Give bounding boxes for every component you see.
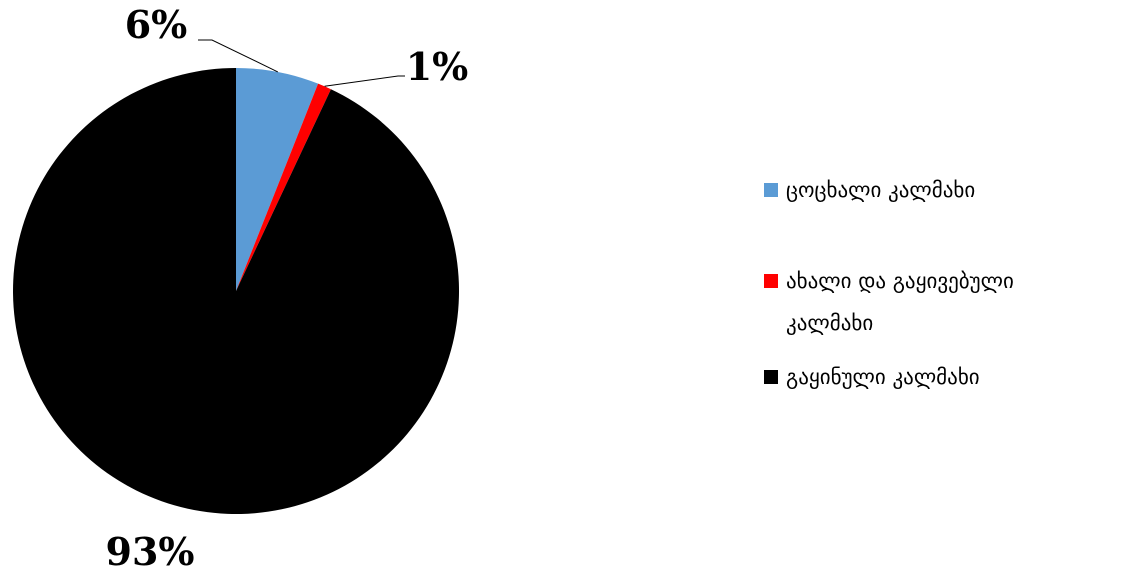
leader-line-2 [324,75,405,87]
pie-slices [13,68,460,515]
legend-label-1: ცოცხალი კალმახი [786,178,975,202]
data-label-1: 6% [125,2,188,47]
pie-slice-1 [236,68,319,291]
legend-label-2: ახალი და გაყივებული კალმახი [786,269,1014,335]
legend-label-3: გაყინული კალმახი [786,365,980,389]
data-label-2: 1% [406,44,469,89]
legend-swatch-2 [764,274,778,288]
label-leader-lines [198,39,405,87]
legend-swatch-3 [764,370,778,384]
pie-slice-3 [13,68,460,515]
data-labels: 6% 1% 93% [106,2,469,571]
legend-item-2: ახალი და გაყივებული კალმახი [764,269,1014,335]
legend-item-3: გაყინული კალმახი [764,365,980,389]
data-label-3: 93% [106,529,195,571]
pie-slice-2 [236,83,331,291]
legend-item-1: ცოცხალი კალმახი [764,178,975,202]
legend-swatch-1 [764,183,778,197]
leader-line-1 [198,39,279,73]
legend: ცოცხალი კალმახი ახალი და გაყივებული კალმახ… [764,178,1014,389]
